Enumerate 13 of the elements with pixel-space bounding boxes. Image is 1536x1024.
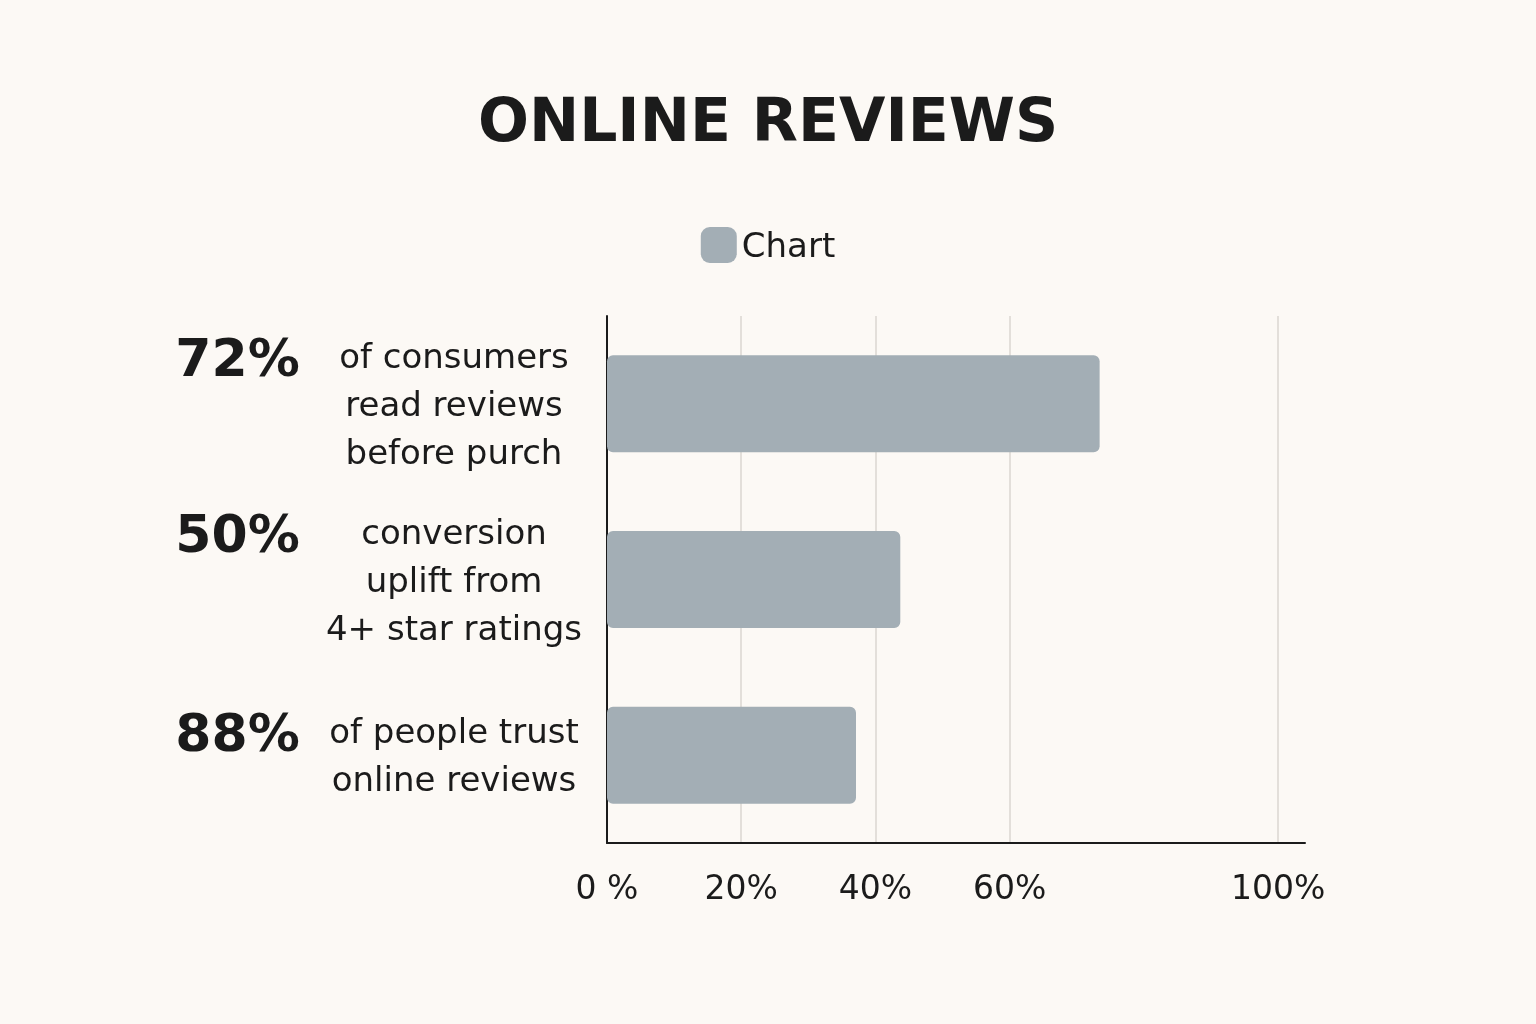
bar [607,706,856,804]
y-tick-label: 88% of people trust online reviews [175,703,579,800]
y-tick-label: 50% conversion uplift from 4+ star ratings [175,503,583,648]
bar [607,355,1100,453]
legend-label: Chart [741,225,836,265]
x-tick-label: 40% [838,868,913,907]
x-tick-label: 60% [973,868,1047,907]
chart-title: ONLINE REVIEWS [477,85,1059,155]
x-tick-label: 100% [1230,868,1326,907]
y-tick-label: 72% of consumers read reviews before purch [175,327,569,472]
bar [607,531,901,628]
x-tick-label: 20% [704,868,778,907]
x-tick-label: 0 % [575,868,639,907]
